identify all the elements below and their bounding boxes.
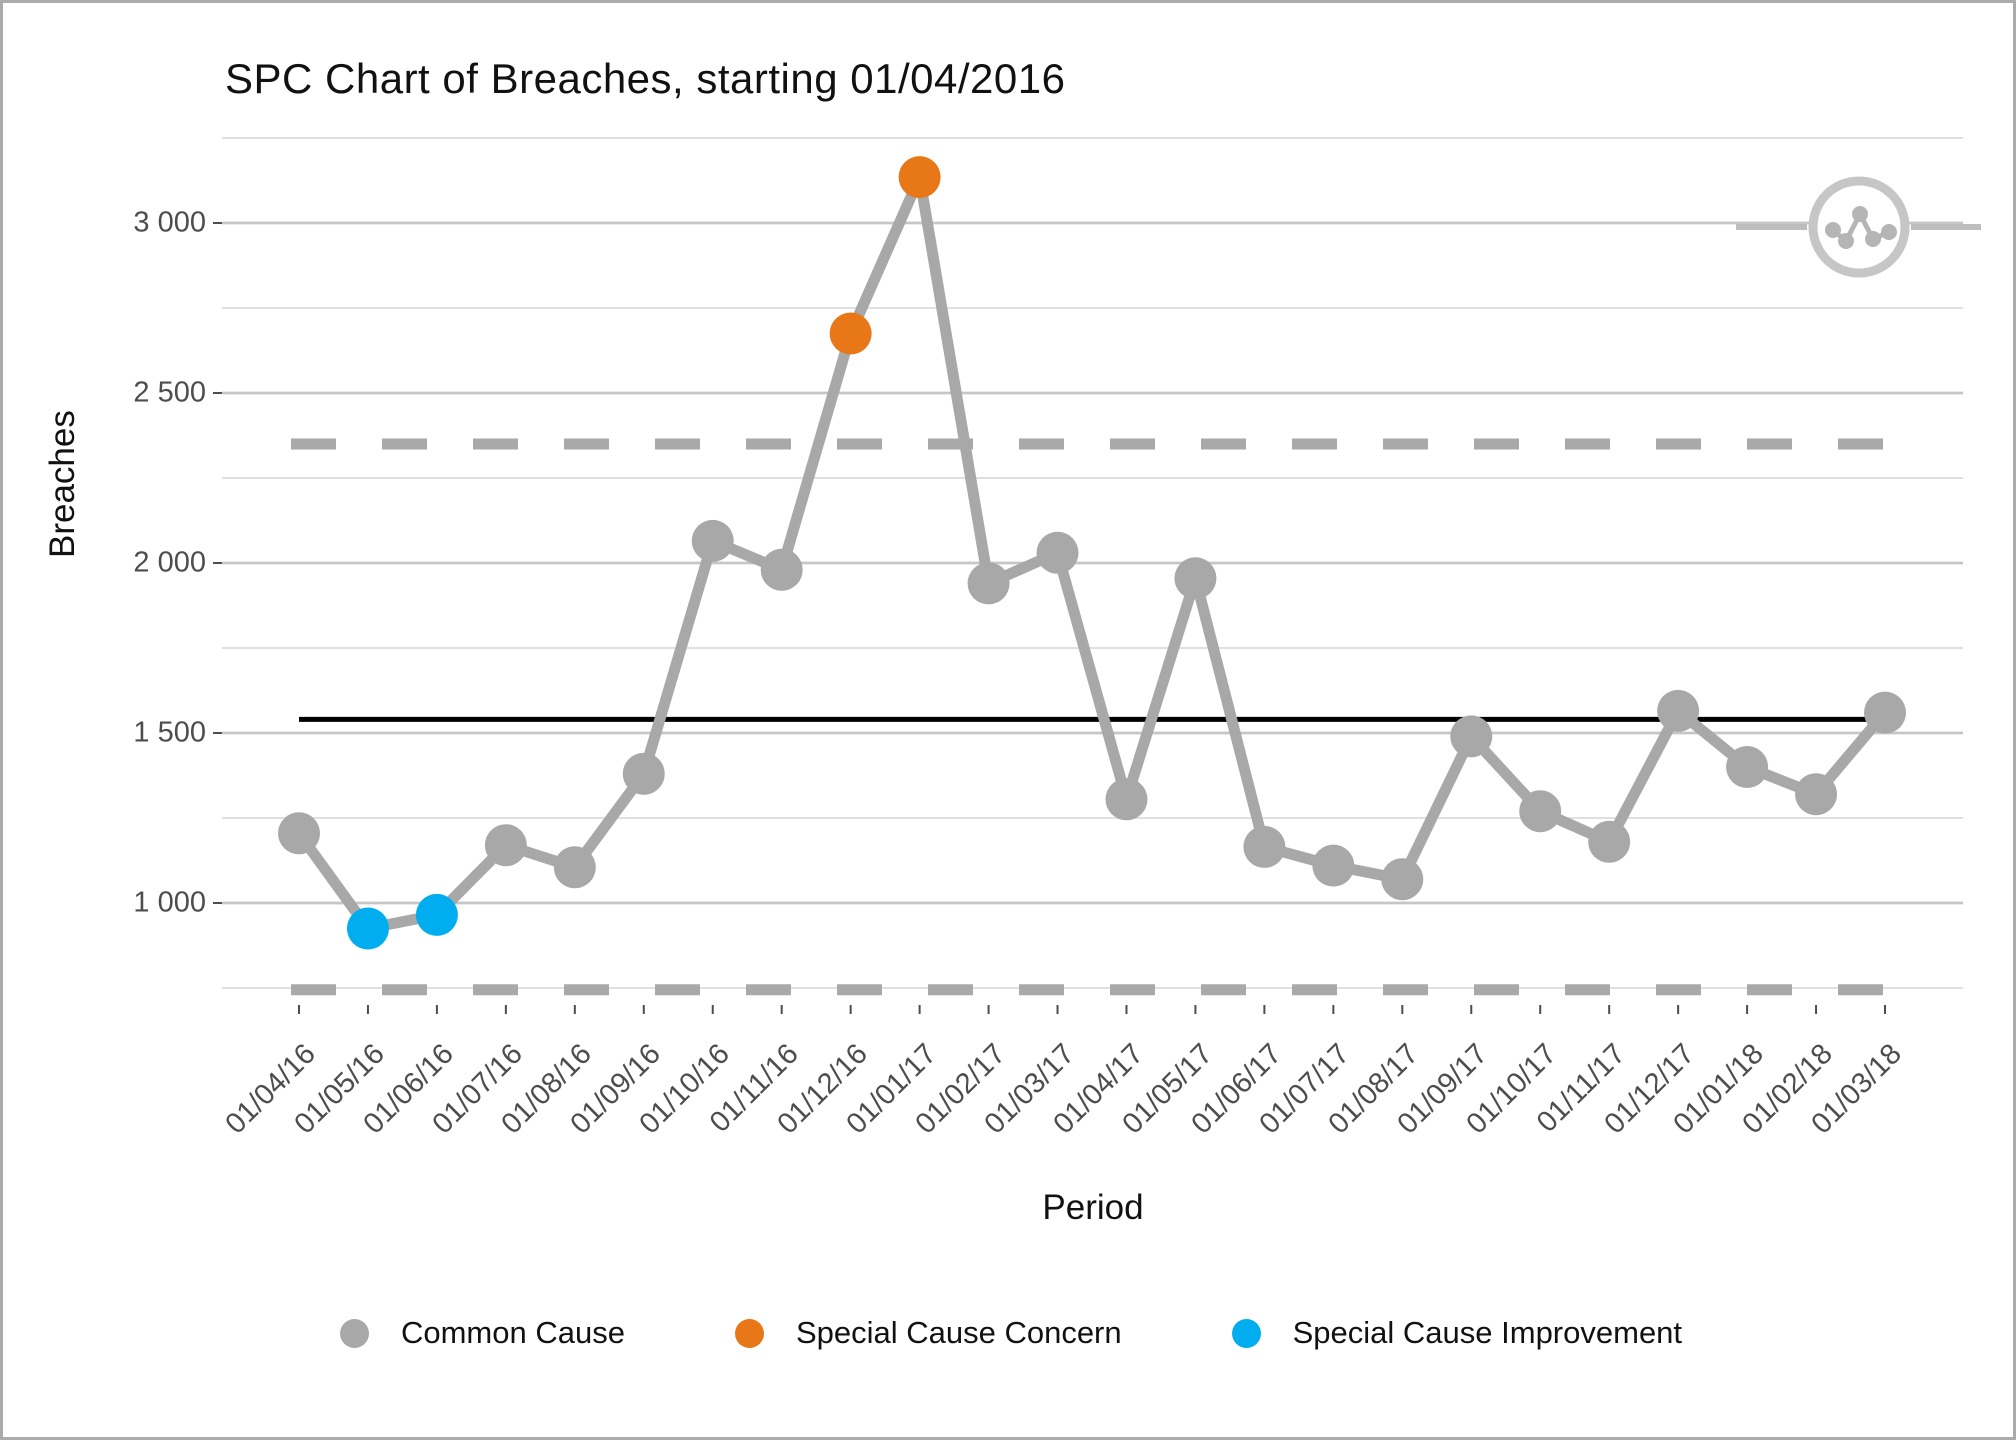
legend-dot-icon — [1231, 1318, 1261, 1348]
data-point-common — [1588, 820, 1631, 863]
y-tick-label: 2 500 — [133, 376, 206, 409]
data-point-common — [760, 548, 803, 591]
spc-chart-svg — [213, 137, 1981, 1014]
legend-dot-icon — [339, 1318, 369, 1348]
data-point-common — [1036, 531, 1079, 574]
data-point-common — [691, 519, 734, 562]
series-line — [293, 171, 1891, 934]
data-point-common — [1795, 773, 1838, 816]
legend-item: Special Cause Concern — [734, 1315, 1122, 1351]
data-point-common — [1864, 691, 1906, 734]
data-point-common — [484, 824, 527, 867]
legend-label: Common Cause — [400, 1315, 625, 1350]
legend-label: Special Cause Improvement — [1292, 1315, 1683, 1350]
chart-title: SPC Chart of Breaches, starting 01/04/20… — [225, 55, 1066, 102]
legend-label: Special Cause Concern — [795, 1315, 1122, 1350]
y-tick-label: 3 000 — [133, 206, 206, 239]
run-chart-logo-dot — [1881, 224, 1897, 240]
run-chart-logo-dot — [1825, 222, 1841, 238]
legend-item: Special Cause Improvement — [1231, 1315, 1683, 1351]
data-point-common — [967, 562, 1010, 605]
data-point-common — [1381, 858, 1424, 901]
run-chart-logo-dot — [1865, 231, 1881, 247]
data-point-improvement — [415, 893, 458, 936]
data-point-concern — [898, 156, 941, 199]
x-axis-title: Period — [1042, 1188, 1144, 1227]
run-chart-logo-dot — [1838, 233, 1854, 249]
y-tick-label: 2 000 — [133, 546, 206, 579]
legend-item: Common Cause — [339, 1315, 625, 1351]
y-tick-label: 1 500 — [133, 716, 206, 749]
data-point-common — [553, 846, 596, 889]
y-tick-label: 1 000 — [133, 886, 206, 919]
run-chart-logo-dot — [1852, 206, 1868, 222]
data-point-common — [1450, 715, 1493, 758]
data-point-improvement — [346, 907, 389, 950]
data-point-concern — [829, 312, 872, 355]
data-point-common — [622, 752, 665, 795]
legend: Common Cause Special Cause Concern Special… — [3, 1298, 2013, 1368]
run-chart-logo-icon — [1808, 176, 1910, 278]
data-point-common — [1726, 746, 1769, 788]
data-point-common — [1312, 844, 1355, 887]
data-point-common — [1105, 778, 1148, 821]
data-point-common — [278, 812, 320, 855]
data-point-common — [1657, 689, 1700, 732]
data-point-common — [1243, 825, 1286, 868]
data-point-common — [1519, 790, 1562, 833]
legend-dot-icon — [734, 1318, 764, 1348]
data-point-common — [1174, 557, 1217, 600]
